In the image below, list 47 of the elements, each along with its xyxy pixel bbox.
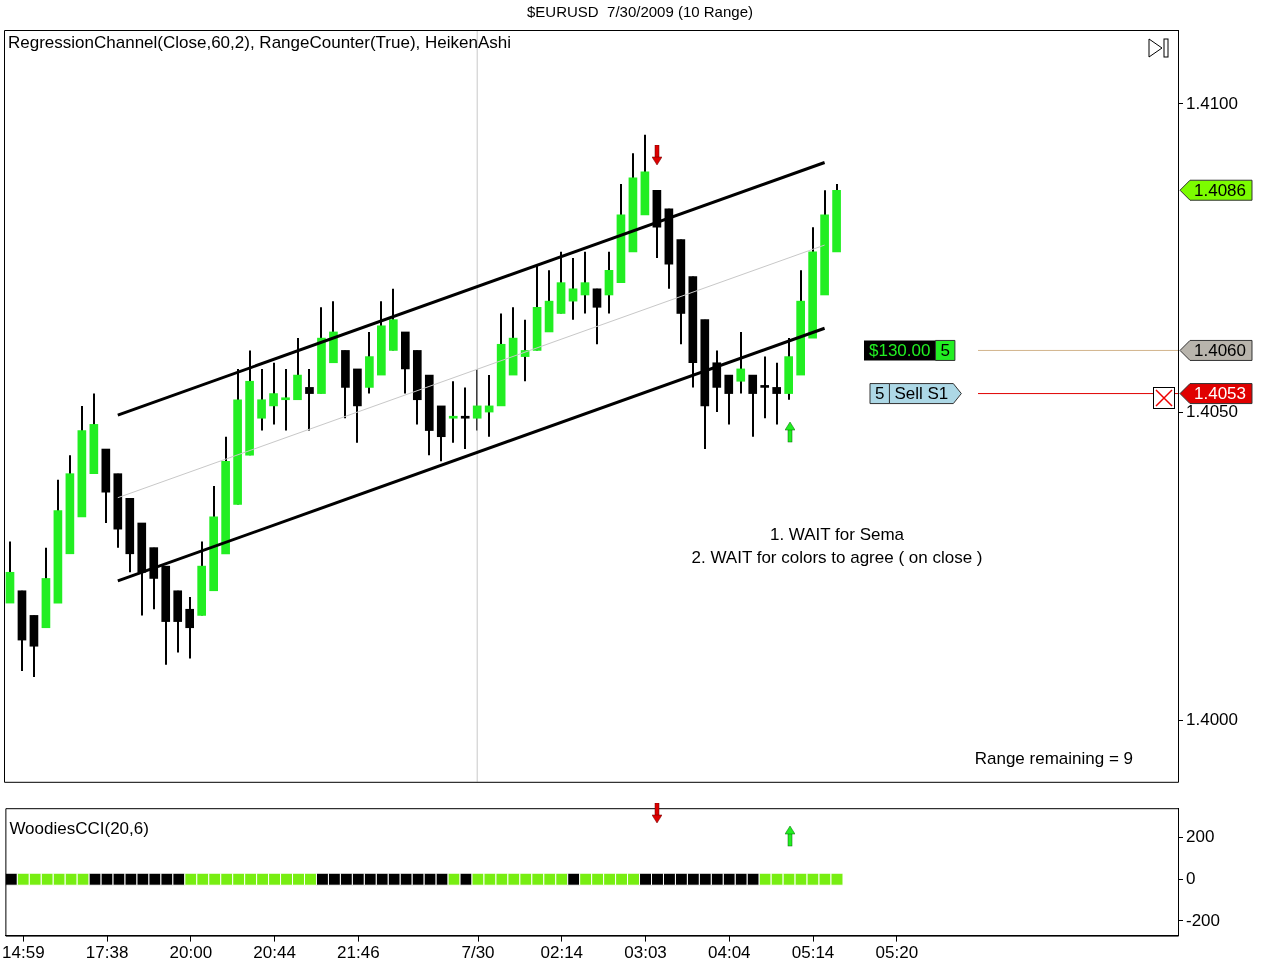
- y-tick-label: 1.4100: [1186, 93, 1238, 113]
- candlestick: [460, 386, 470, 451]
- ref-line-label: 1.4053: [1194, 384, 1246, 404]
- annotation: 2. WAIT for colors to agree ( on close ): [691, 547, 983, 567]
- annotation: 5: [875, 384, 885, 404]
- annotation: Range remaining = 9: [974, 749, 1133, 769]
- candlestick: [748, 374, 758, 438]
- x-tick-label: 03:03: [624, 943, 667, 963]
- y-tick-label: 1.4000: [1186, 709, 1238, 729]
- y-tick-label: 200: [1186, 827, 1215, 847]
- annotation: $130.00: [869, 341, 931, 361]
- candlestick: [305, 367, 314, 432]
- candlestick: [772, 361, 782, 426]
- x-tick-label: 05:20: [875, 943, 919, 963]
- annotation: 1. WAIT for Sema: [769, 524, 905, 544]
- candlestick: [269, 361, 278, 426]
- x-tick-label: 21:46: [337, 943, 380, 963]
- text: WoodiesCCI(20,6): [9, 818, 149, 838]
- x-tick-label: 14:59: [2, 943, 45, 963]
- candlestick: [185, 595, 195, 660]
- candlestick: [736, 330, 746, 395]
- ref-line-label: 1.4060: [1194, 341, 1246, 361]
- annotation: Sell S1: [894, 384, 949, 404]
- candlestick: [580, 250, 590, 315]
- x-tick-label: 02:14: [540, 943, 584, 963]
- annotation: RegressionChannel(Close,60,2), RangeCounter(True), HeikenAshi: [8, 32, 512, 52]
- candlestick: [448, 380, 458, 444]
- text: 1.4086: [1194, 180, 1246, 200]
- x-tick-label: 20:44: [253, 943, 296, 963]
- candlestick: [257, 367, 266, 432]
- x-tick-label: 7/30: [461, 943, 495, 963]
- candlestick: [472, 367, 482, 432]
- annotation: 5: [940, 341, 950, 361]
- candlestick: [592, 287, 602, 346]
- candlestick: [484, 374, 494, 438]
- candlestick: [724, 374, 734, 426]
- x-tick-label: 17:38: [85, 943, 129, 963]
- y-tick-label: 1.4050: [1186, 401, 1238, 421]
- candlestick: [281, 367, 290, 432]
- y-tick-label: -200: [1186, 910, 1221, 930]
- candlestick: [760, 355, 770, 420]
- y-tick-label: 0: [1186, 868, 1196, 888]
- x-tick-label: 04:04: [708, 943, 751, 963]
- x-tick-label: 05:14: [791, 943, 835, 963]
- x-tick-label: 20:00: [169, 943, 213, 963]
- candlestick: [568, 257, 578, 321]
- chart-title: $EURUSD 7/30/2009 (10 Range): [527, 3, 753, 21]
